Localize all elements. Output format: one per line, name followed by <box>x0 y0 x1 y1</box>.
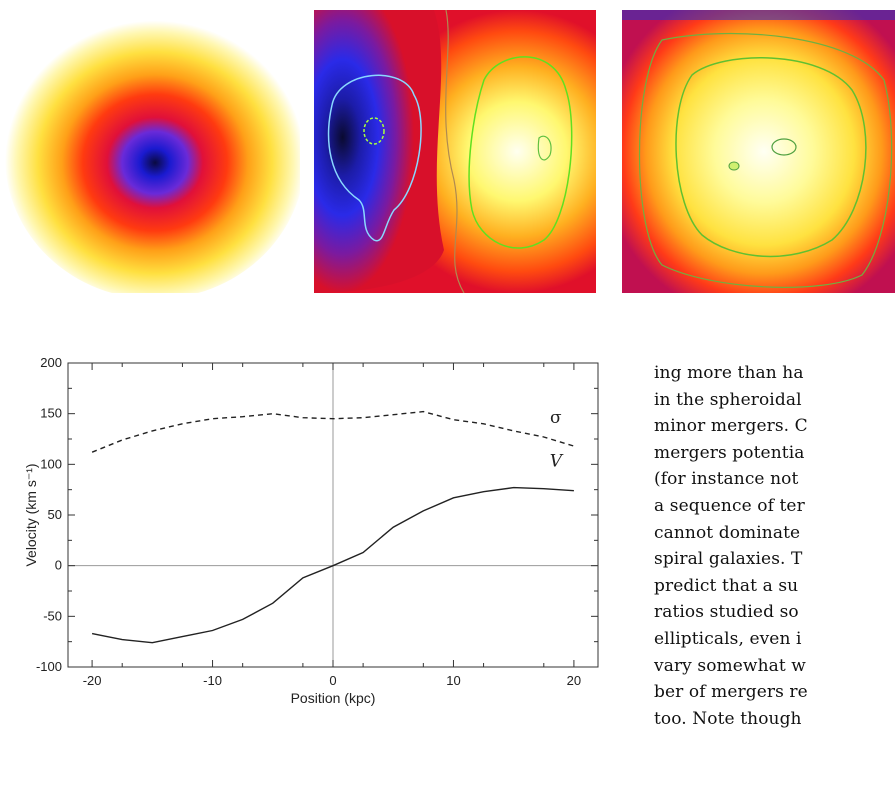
x-tick-label: -20 <box>83 673 102 688</box>
body-text-line: spiral galaxies. T <box>654 549 803 570</box>
y-tick-label: 150 <box>40 406 62 421</box>
y-tick-label: 100 <box>40 456 62 471</box>
y-tick-label: 200 <box>40 355 62 370</box>
y-tick-label: -50 <box>43 608 62 623</box>
x-tick-label: 20 <box>567 673 581 688</box>
y-axis-label: Velocity (km s⁻¹) <box>23 463 39 566</box>
body-text-line: minor mergers. C <box>654 416 808 437</box>
body-text-line: vary somewhat w <box>654 655 806 676</box>
series-line-sigma <box>91 410 575 453</box>
body-text-line: mergers potentia <box>654 442 805 463</box>
y-tick-label: -100 <box>36 659 62 674</box>
body-text-line: ratios studied so <box>654 602 799 623</box>
x-tick-label: -10 <box>203 673 222 688</box>
x-tick-label: 10 <box>446 673 460 688</box>
body-text-line: ing more than ha <box>654 363 804 383</box>
series-line-v <box>91 486 574 644</box>
x-axis-label: Position (kpc) <box>291 690 376 706</box>
rotation-curve-chart: -20 -10 0 10 20 -100 -50 0 50 100 150 200 Position (… <box>0 345 605 785</box>
body-text-line: ellipticals, even i <box>654 628 802 649</box>
body-text-line: predict that a su <box>654 575 799 596</box>
x-tick-label: 0 <box>329 673 336 688</box>
body-text-line: (for instance not <box>654 469 799 490</box>
velocity-map <box>314 10 596 293</box>
body-text-line: in the spheroidal <box>654 389 802 410</box>
body-text-line: ber of mergers re <box>654 682 808 703</box>
y-tick-label: 0 <box>55 558 62 573</box>
body-text-line: a sequence of ter <box>654 495 805 516</box>
body-text-column: ing more than ha in the spheroidal minor m… <box>654 360 895 732</box>
body-text-line: cannot dominate <box>654 522 801 543</box>
y-tick-label: 50 <box>48 507 62 522</box>
dispersion-map <box>622 10 895 293</box>
series-label: V <box>550 452 564 472</box>
body-text-line: too. Note though <box>654 708 802 729</box>
surface-density-map <box>5 10 300 293</box>
series-label: σ <box>550 408 562 428</box>
